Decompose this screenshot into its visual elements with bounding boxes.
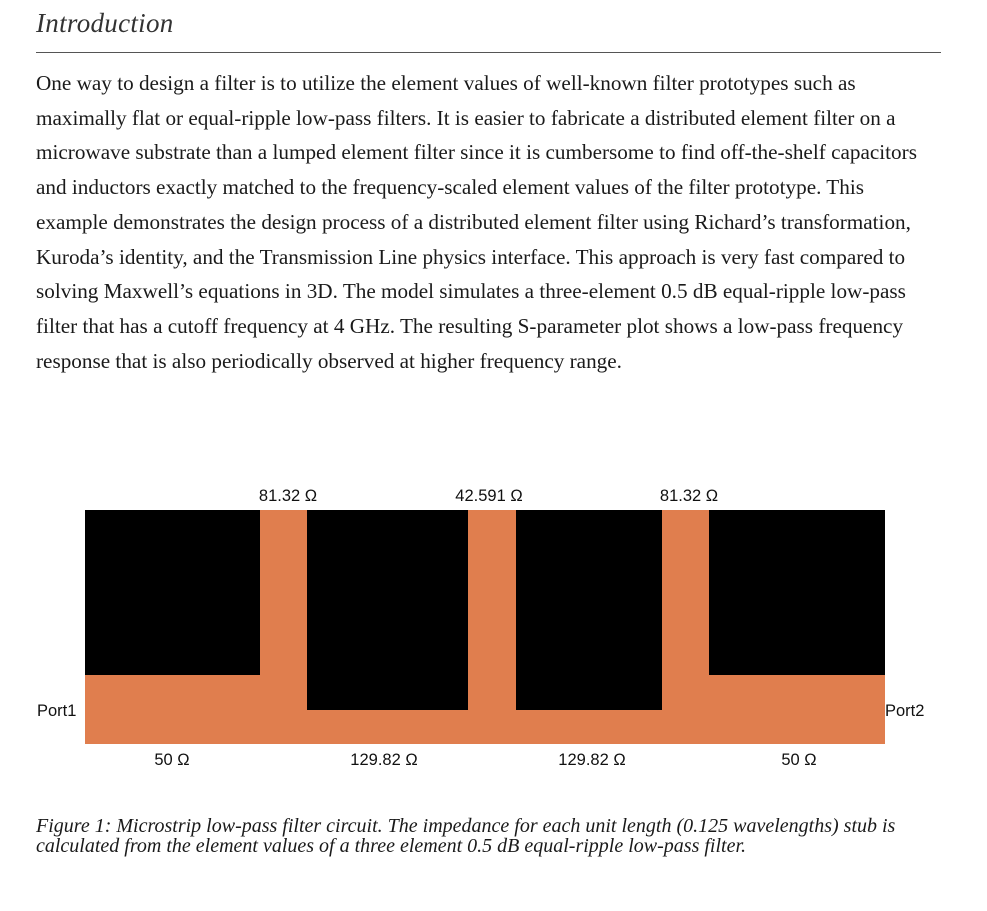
- stub-right: [662, 510, 709, 744]
- intro-paragraph: One way to design a filter is to utilize…: [36, 71, 917, 373]
- stub-label-right: 81.32 Ω: [660, 487, 718, 505]
- port-right-label: Port2: [885, 702, 924, 720]
- line-label-4: 50 Ω: [781, 751, 816, 769]
- stub-left: [260, 510, 307, 744]
- figure-caption: Figure 1: Microstrip low-pass filter cir…: [36, 815, 896, 857]
- stub-center: [468, 510, 516, 744]
- section-heading: Introduction: [36, 8, 174, 38]
- filter-diagram: 81.32 Ω 42.591 Ω 81.32 Ω Port1 Port2 50 …: [37, 487, 924, 769]
- line-label-1: 50 Ω: [154, 751, 189, 769]
- port-left-label: Port1: [37, 702, 76, 720]
- stub-label-center: 42.591 Ω: [455, 487, 522, 505]
- stub-label-left: 81.32 Ω: [259, 487, 317, 505]
- filter-figure: 81.32 Ω 42.591 Ω 81.32 Ω Port1 Port2 50 …: [0, 470, 987, 790]
- line-label-2: 129.82 Ω: [350, 751, 417, 769]
- line-label-3: 129.82 Ω: [558, 751, 625, 769]
- heading-rule: [36, 52, 941, 53]
